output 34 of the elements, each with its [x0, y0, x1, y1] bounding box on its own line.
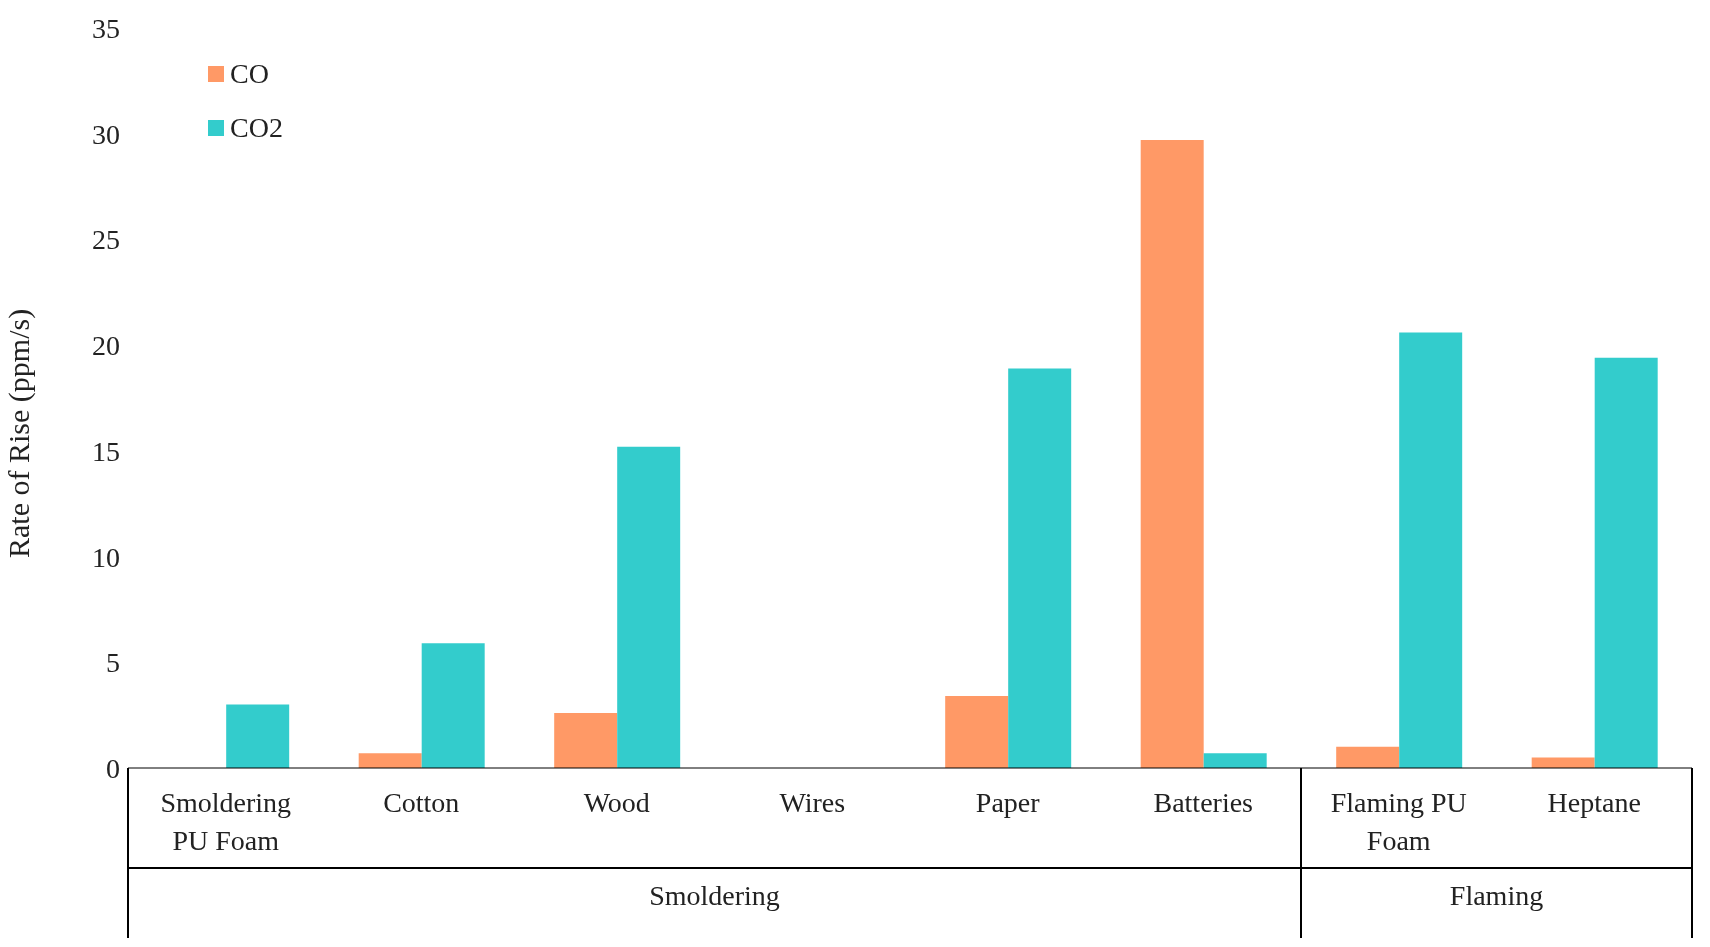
- bar: [1399, 332, 1463, 768]
- x-tick-label: Wood: [583, 787, 650, 818]
- bar: [1203, 753, 1267, 768]
- y-tick-label: 15: [92, 435, 120, 467]
- bar: [554, 713, 618, 768]
- y-tick-label: 30: [92, 118, 120, 150]
- y-tick-label: 0: [106, 752, 120, 784]
- x-tick-label: Batteries: [1153, 787, 1254, 818]
- text: Smoldering: [648, 880, 781, 912]
- bar: [945, 696, 1009, 768]
- bar: [421, 643, 485, 768]
- x-tick-label: Paper: [975, 787, 1041, 818]
- x-tick-label: Heptane: [1547, 787, 1641, 818]
- y-tick-label: 5: [106, 647, 120, 679]
- x-tick-label: Cotton: [383, 787, 460, 818]
- bar: [1531, 757, 1595, 768]
- x-tick-label: Flaming PU Foam: [1330, 787, 1467, 856]
- legend-label: CO2: [230, 112, 283, 144]
- y-axis-title: Rate of Rise (ppm/s): [1, 308, 36, 558]
- bar: [1008, 368, 1072, 768]
- y-tick-label: 35: [92, 12, 120, 44]
- legend-label: CO: [230, 58, 269, 90]
- text: Flaming: [1448, 880, 1545, 912]
- y-tick-label: 20: [92, 330, 120, 362]
- bar: [1336, 746, 1400, 768]
- x-tick-label: Wires: [779, 787, 846, 818]
- x-tick-label: Smoldering PU Foam: [160, 787, 292, 856]
- bar: [226, 704, 290, 768]
- bar: [358, 753, 422, 768]
- bar: [1140, 140, 1204, 768]
- y-tick-label: 10: [92, 541, 120, 573]
- y-tick-label: 25: [92, 224, 120, 256]
- bar: [1594, 357, 1658, 768]
- bar: [617, 446, 681, 768]
